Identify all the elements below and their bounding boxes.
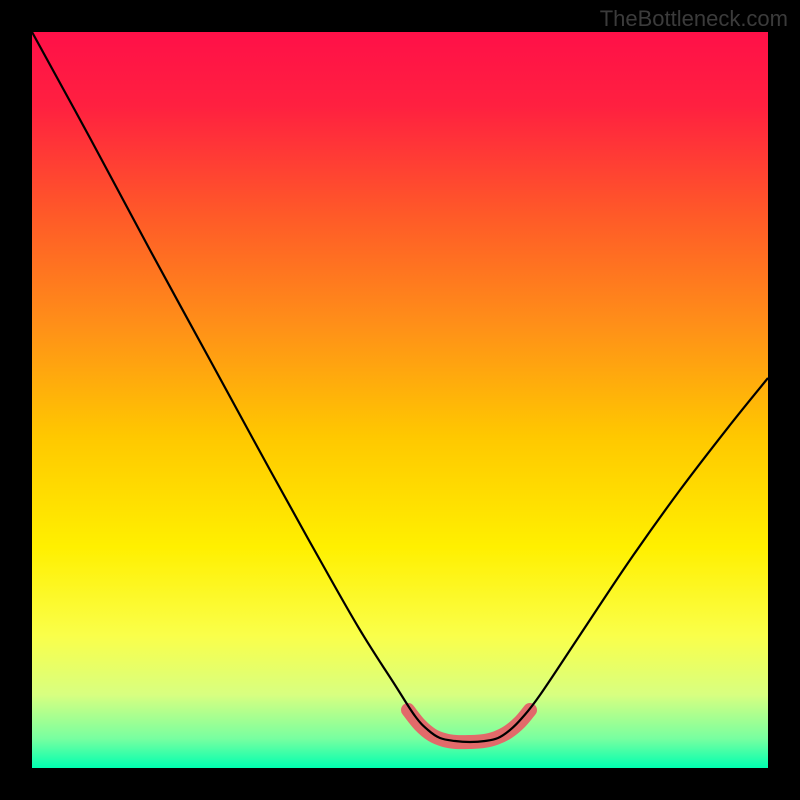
chart-canvas: TheBottleneck.com: [0, 0, 800, 800]
watermark-label: TheBottleneck.com: [600, 6, 788, 32]
plot-area: [32, 32, 768, 768]
gradient-background: [32, 32, 768, 768]
plot-svg: [32, 32, 768, 768]
